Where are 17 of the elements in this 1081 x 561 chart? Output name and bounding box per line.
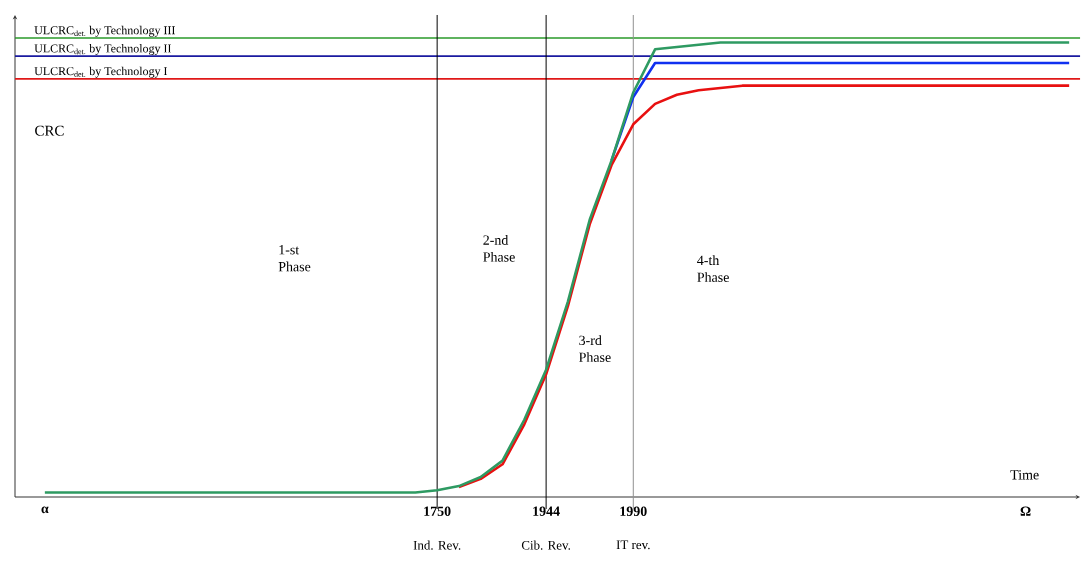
x-axis-title: Time xyxy=(1010,470,1039,480)
ref-line-label: IT rev. xyxy=(616,540,650,550)
y-axis-title: CRC xyxy=(35,125,64,136)
ref-line-label: Cib. Rev. xyxy=(521,540,571,550)
ref-line-label: Ind. Rev. xyxy=(413,540,461,550)
ref-line-label: ULCRC$_{det.}$ by Technology III xyxy=(34,25,175,37)
x-tick-label: 1750 xyxy=(424,506,451,516)
annotation: 1-st Phase xyxy=(278,245,311,272)
x-tick-label: α xyxy=(41,506,49,514)
ref-line-label: ULCRC$_{det.}$ by Technology I xyxy=(34,66,168,78)
annotation: 2-nd Phase xyxy=(483,234,515,262)
x-tick-label: 1990 xyxy=(620,506,647,516)
x-tick-label: Ω xyxy=(1020,506,1031,516)
annotation: 4-th Phase xyxy=(697,255,729,282)
x-tick-label: 1944 xyxy=(533,506,560,516)
annotation: 3-rd Phase xyxy=(579,335,611,362)
ref-line-label: ULCRC$_{det.}$ by Technology II xyxy=(34,44,172,55)
